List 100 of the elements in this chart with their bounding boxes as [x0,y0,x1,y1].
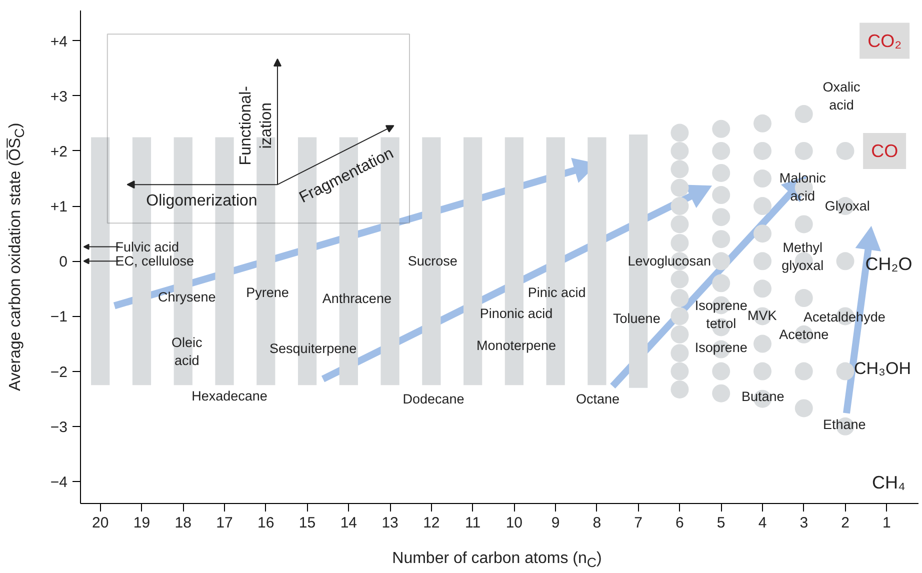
x-tick-label: 10 [506,514,523,532]
point [753,252,772,270]
x-tick-label: 13 [382,514,398,532]
annotation: Sucrose [408,254,458,269]
annotation: Levoglucosan [628,254,712,269]
y-tick-label: 0 [59,254,68,271]
point [753,334,772,353]
x-tick-label: 19 [133,514,150,532]
x-tick-label: 7 [634,514,643,532]
annotation: Anthracene [322,291,392,306]
annotation: EC, cellulose [115,254,194,269]
annotation: Isoprene [694,340,748,356]
point [753,362,772,380]
point [670,344,689,362]
annotation: Acetone [779,326,829,342]
annotation: Hexadecane [192,388,268,404]
point [753,114,772,132]
annotation: CH₂O [865,254,912,274]
point [670,160,689,178]
point [836,362,854,380]
x-tick-label: 18 [174,514,192,532]
point [753,224,772,243]
point [670,307,689,326]
annotation: Pyrene [246,285,289,300]
x-tick-label: 3 [800,514,808,532]
annotation: Oligomerization [146,192,258,210]
annotation: CO [871,140,898,161]
annotation: Pinic acid [528,285,586,300]
point [712,142,730,160]
annotation: CH₃OH [854,359,911,378]
point [794,142,813,160]
point [794,399,813,418]
annotation: Oxalic acid [822,79,861,112]
point [712,252,730,270]
y-tick-label: −4 [50,474,68,491]
point [670,178,689,197]
point [753,197,772,216]
point [670,362,689,380]
point [712,208,730,226]
point [794,215,813,234]
point [794,289,813,308]
point [712,164,730,182]
annotation: Dodecane [402,391,464,406]
annotation: Glyoxal [824,198,870,214]
point [670,215,689,234]
point [753,170,772,188]
point [712,274,730,292]
annotation: Chrysene [158,289,216,304]
point [794,362,813,380]
point [712,362,730,380]
point [712,230,730,248]
x-tick-label: 15 [298,514,316,532]
x-tick-label: 16 [258,514,274,532]
y-tick-label: +1 [50,198,68,216]
point [794,105,813,124]
point [712,384,730,402]
point [670,325,689,344]
x-tick-label: 17 [216,514,233,532]
point [670,289,689,308]
point [670,124,689,142]
x-tick-label: 2 [841,514,850,532]
point [670,380,689,398]
annotation: MVK [747,308,777,324]
y-tick-label: −2 [50,364,68,381]
point [712,120,730,138]
annotation: Isoprene tetrol [694,298,748,332]
x-tick-label: 12 [423,514,440,532]
point [670,234,689,252]
annotation: Toluene [613,310,660,326]
x-tick-label: 14 [340,514,358,532]
annotation: Acetaldehyde [804,309,886,324]
y-tick-label: +3 [50,88,68,106]
point [836,252,854,270]
annotation: Octane [576,391,620,406]
annotation: Methyl glyoxal [782,240,824,274]
x-tick-label: 5 [716,514,726,532]
point [753,142,772,160]
point [712,186,730,204]
x-tick-label: 4 [758,514,767,532]
annotation: Ethane [823,417,866,432]
annotation: Sesquiterpene [270,341,357,356]
annotation: Fulvic acid [115,239,180,254]
annotation: Functional- ization [238,86,276,166]
x-axis-title: Number of carbon atoms (n$_{C}$) [392,549,602,572]
point [670,142,689,160]
x-tick-label: 8 [592,514,602,532]
annotation: Oleic acid [171,334,202,368]
x-tick-label: 1 [882,514,891,532]
point [670,197,689,216]
point [753,280,772,298]
annotation: CO₂ [868,30,902,51]
y-tick-label: −1 [50,308,68,326]
point [836,142,854,160]
annotation: Monoterpene [476,338,556,353]
x-tick-label: 6 [676,514,684,532]
annotation: Malonic acid [779,170,826,204]
y-tick-label: +2 [50,143,68,160]
y-tick-label: +4 [50,33,68,50]
y-tick-label: −3 [50,418,68,436]
x-tick-label: 9 [551,514,560,532]
